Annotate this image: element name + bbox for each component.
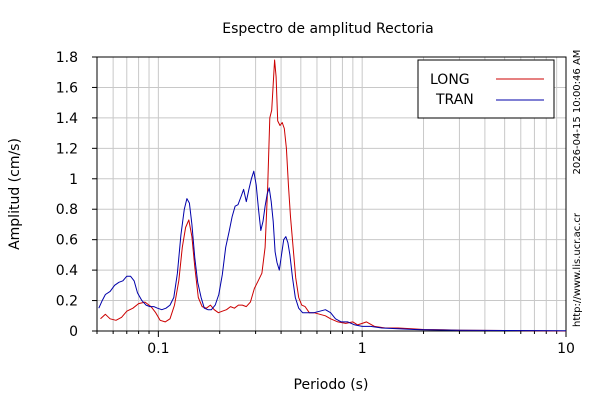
series-line-tran [98,170,567,332]
y-tick-label: 0.4 [56,263,78,279]
plot-area [96,56,567,332]
source-url-text: http://www.lis.ucr.ac.cr [572,212,583,327]
y-tick-label: 1.8 [56,50,78,66]
y-tick-label: 0.2 [56,294,78,310]
legend-label-long: LONG [430,72,470,88]
y-tick-label: 0.8 [56,202,78,218]
x-axis-label: Periodo (s) [294,377,369,393]
chart-title: Espectro de amplitud Rectoria [222,21,434,37]
y-tick-label: 1 [69,172,78,188]
timestamp-text: 2026-04-15 10:00:46 AM [572,50,583,175]
y-tick-label: 0.6 [56,233,78,249]
series-line-long [100,59,567,332]
y-axis-label: Amplitud (cm/s) [7,138,23,250]
y-tick-label: 1.2 [56,141,78,157]
x-tick-label: 10 [557,341,575,357]
axis-ticks: 0 0.2 0.4 0.6 0.8 1 1.2 1.4 1.6 1.8 0.1 1 10 [56,50,575,357]
legend-box [417,59,555,119]
series-lines [98,59,567,332]
legend-label-tran: TRAN [435,92,474,108]
y-tick-label: 0 [69,324,78,340]
x-tick-label: 0.1 [147,341,169,357]
y-tick-label: 1.4 [56,111,78,127]
x-tick-label: 1 [358,341,367,357]
legend: LONG TRAN [417,59,555,119]
y-tick-label: 1.6 [56,80,78,96]
